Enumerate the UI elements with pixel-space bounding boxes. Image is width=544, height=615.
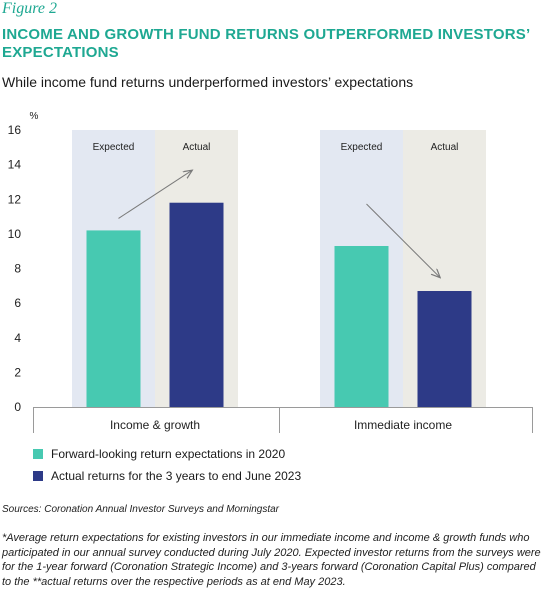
bar bbox=[417, 291, 472, 407]
legend-item: Actual returns for the 3 years to end Ju… bbox=[33, 465, 301, 487]
chart-title: INCOME AND GROWTH FUND RETURNS OUTPERFOR… bbox=[2, 26, 530, 61]
footnote: *Average return expectations for existin… bbox=[2, 532, 541, 588]
legend-swatch bbox=[33, 449, 43, 459]
legend-label: Forward-looking return expectations in 2… bbox=[51, 447, 286, 461]
y-axis-unit-label: % bbox=[30, 111, 39, 122]
bar bbox=[86, 230, 141, 407]
chart-subtitle: While income fund returns underperformed… bbox=[2, 74, 414, 90]
y-tick-label: 0 bbox=[14, 400, 21, 414]
y-tick-label: 8 bbox=[14, 262, 21, 276]
y-tick-label: 12 bbox=[8, 192, 22, 206]
column-header-label: Actual bbox=[183, 142, 211, 153]
column-header-label: Expected bbox=[341, 142, 383, 153]
y-tick-label: 14 bbox=[8, 158, 22, 172]
trend-arrow bbox=[118, 171, 192, 219]
bar bbox=[169, 202, 224, 407]
column-header-label: Actual bbox=[431, 142, 459, 153]
bar-chart: Expected Actual Expected Actual 0 2 4 6 8 10 12 14 1… bbox=[8, 111, 533, 433]
trend-arrow bbox=[366, 203, 440, 277]
y-tick-label: 2 bbox=[14, 365, 21, 379]
y-tick-label: 4 bbox=[14, 331, 21, 345]
figure-label: Figure 2 bbox=[2, 0, 57, 17]
x-category-label: Income & growth bbox=[110, 418, 200, 432]
bar bbox=[334, 245, 389, 407]
y-tick-label: 6 bbox=[14, 296, 21, 310]
legend-swatch bbox=[33, 471, 43, 481]
y-tick-label: 16 bbox=[8, 123, 22, 137]
chart-legend: Forward-looking return expectations in 2… bbox=[33, 443, 301, 487]
x-category-label: Immediate income bbox=[354, 418, 452, 432]
legend-item: Forward-looking return expectations in 2… bbox=[33, 443, 301, 465]
column-header-label: Expected bbox=[93, 142, 135, 153]
source-note: Sources: Coronation Annual Investor Surv… bbox=[2, 504, 279, 515]
legend-label: Actual returns for the 3 years to end Ju… bbox=[51, 469, 302, 483]
y-tick-label: 10 bbox=[8, 227, 22, 241]
